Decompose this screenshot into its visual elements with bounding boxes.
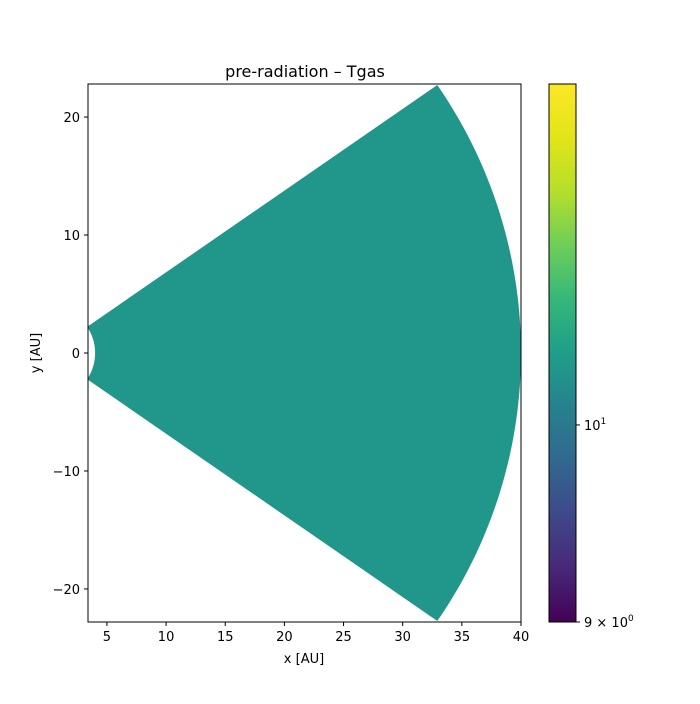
x-tick-label: 20	[276, 630, 293, 645]
x-axis-label: x [AU]	[284, 652, 324, 667]
y-tick-label: 20	[63, 111, 80, 126]
colorbar-gradient	[548, 83, 577, 623]
y-tick-label: −20	[53, 583, 80, 598]
x-tick-label: 15	[217, 630, 234, 645]
x-tick-label: 35	[454, 630, 471, 645]
y-tick-label: −10	[53, 465, 80, 480]
plot-area	[87, 83, 522, 623]
y-tick-label: 0	[72, 347, 80, 362]
colorbar-tick-label: 101	[584, 417, 606, 434]
temperature-wedge	[88, 85, 521, 621]
x-tick-label: 30	[394, 630, 411, 645]
colorbar-ticks: 101 9 × 100	[576, 417, 634, 631]
y-tick-label: 10	[63, 229, 80, 244]
x-axis: 5 10 15 20 25 30 35 40	[103, 622, 529, 645]
colorbar-tick-label: 9 × 100	[584, 614, 634, 631]
y-axis-label: y [AU]	[29, 333, 44, 373]
chart-title: pre-radiation – Tgas	[225, 62, 385, 81]
colorbar: 101 9 × 100	[548, 83, 634, 631]
y-axis: −20 −10 0 10 20	[53, 111, 88, 598]
x-tick-label: 10	[158, 630, 175, 645]
x-tick-label: 5	[103, 630, 111, 645]
x-tick-label: 40	[513, 630, 530, 645]
x-tick-label: 25	[335, 630, 352, 645]
